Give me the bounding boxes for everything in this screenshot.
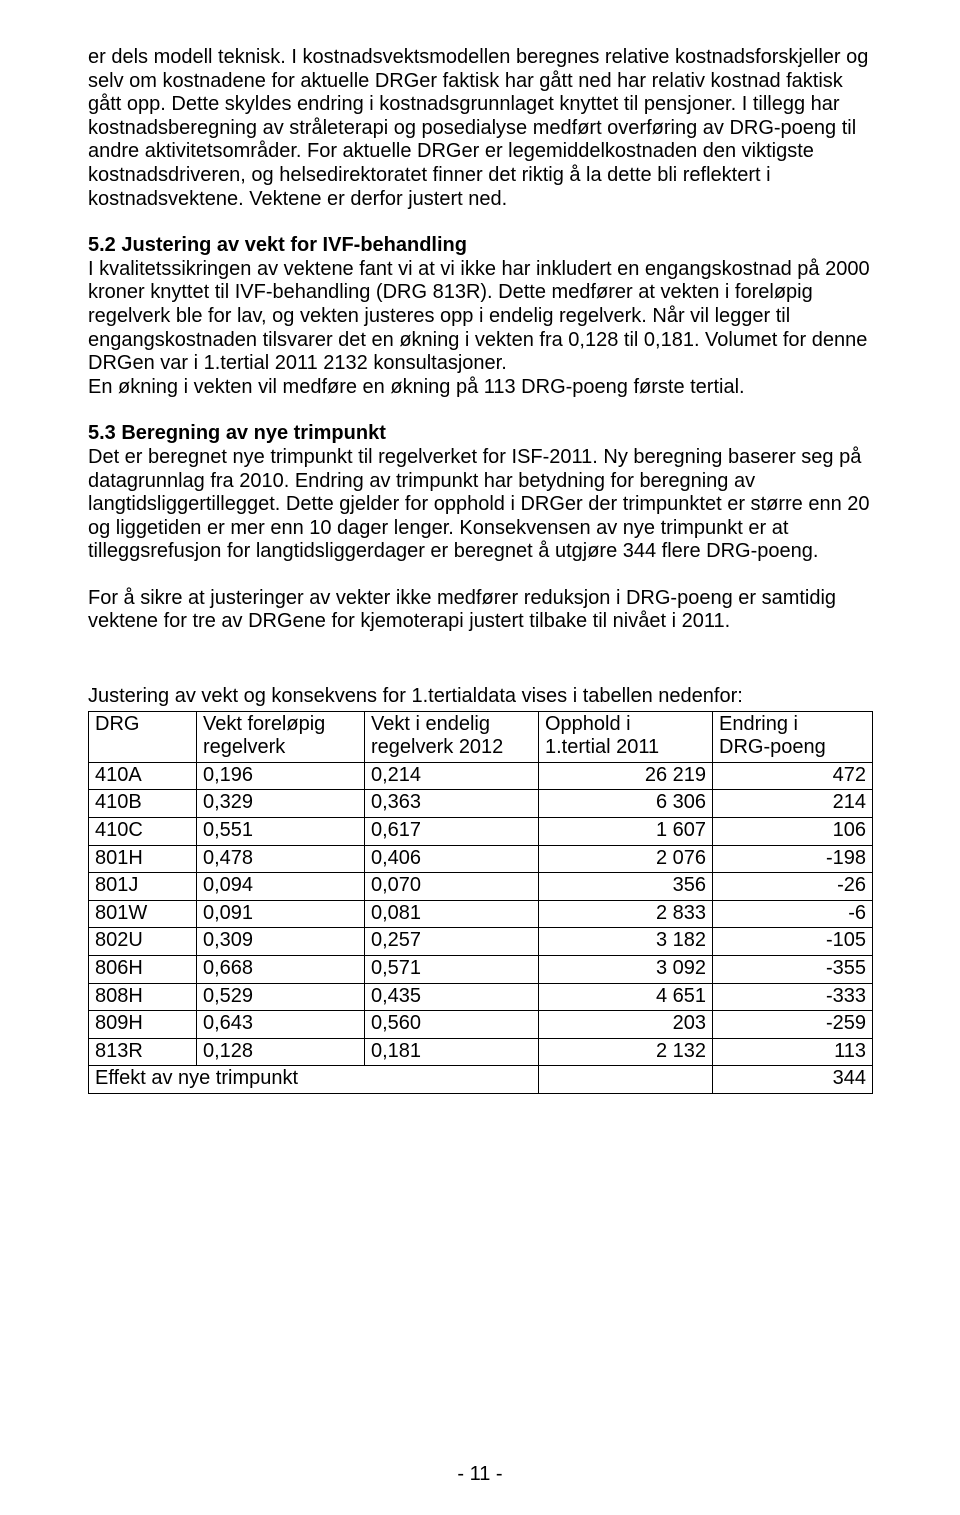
- cell-v1: 0,529: [197, 983, 365, 1011]
- th-vekt-forelopig: Vekt foreløpigregelverk: [197, 711, 365, 762]
- cell-foot-label: Effekt av nye trimpunkt: [89, 1066, 365, 1094]
- cell-drg: 801H: [89, 845, 197, 873]
- cell-v2: 0,435: [365, 983, 539, 1011]
- page-number: - 11 -: [0, 1463, 960, 1487]
- table-row: 809H0,6430,560203-259: [89, 1011, 873, 1039]
- text-5-2b: En økning i vekten vil medføre en økning…: [88, 376, 745, 398]
- cell-endring: 472: [713, 762, 873, 790]
- cell-opphold: 3 182: [539, 928, 713, 956]
- document-page: er dels modell teknisk. I kostnadsvektsm…: [0, 0, 960, 1515]
- table-row: 801W0,0910,0812 833-6: [89, 900, 873, 928]
- cell-v1: 0,128: [197, 1038, 365, 1066]
- cell-drg: 802U: [89, 928, 197, 956]
- spacer: [88, 657, 872, 685]
- cell-v1: 0,094: [197, 873, 365, 901]
- text-5-3: Det er beregnet nye trimpunkt til regelv…: [88, 446, 870, 562]
- cell-opphold: 1 607: [539, 818, 713, 846]
- cell-endring: -259: [713, 1011, 873, 1039]
- cell-opphold: 2 076: [539, 845, 713, 873]
- cell-drg: 410C: [89, 818, 197, 846]
- cell-opphold: 203: [539, 1011, 713, 1039]
- cell-drg: 410A: [89, 762, 197, 790]
- cell-v2: 0,363: [365, 790, 539, 818]
- table-footer-row: Effekt av nye trimpunkt 344: [89, 1066, 873, 1094]
- cell-foot-end: 344: [713, 1066, 873, 1094]
- cell-v2: 0,214: [365, 762, 539, 790]
- table-row: 813R0,1280,1812 132113: [89, 1038, 873, 1066]
- cell-drg: 813R: [89, 1038, 197, 1066]
- cell-v2: 0,406: [365, 845, 539, 873]
- text-5-2a: I kvalitetssikringen av vektene fant vi …: [88, 258, 870, 374]
- heading-5-3: 5.3 Beregning av nye trimpunkt: [88, 422, 872, 446]
- cell-drg: 801J: [89, 873, 197, 901]
- cell-v1: 0,643: [197, 1011, 365, 1039]
- cell-v1: 0,329: [197, 790, 365, 818]
- cell-endring: 106: [713, 818, 873, 846]
- cell-v2: 0,571: [365, 956, 539, 984]
- th-endring: Endring iDRG-poeng: [713, 711, 873, 762]
- table-row: 802U0,3090,2573 182-105: [89, 928, 873, 956]
- cell-v1: 0,091: [197, 900, 365, 928]
- cell-endring: -355: [713, 956, 873, 984]
- table-row: 801J0,0940,070356-26: [89, 873, 873, 901]
- th-opphold: Opphold i1.tertial 2011: [539, 711, 713, 762]
- cell-v2: 0,257: [365, 928, 539, 956]
- paragraph-ensure: For å sikre at justeringer av vekter ikk…: [88, 587, 872, 634]
- table-row: 410C0,5510,6171 607106: [89, 818, 873, 846]
- cell-endring: -105: [713, 928, 873, 956]
- cell-v2: 0,181: [365, 1038, 539, 1066]
- heading-5-2: 5.2 Justering av vekt for IVF-behandling: [88, 234, 872, 258]
- cell-opphold: 6 306: [539, 790, 713, 818]
- cell-drg: 806H: [89, 956, 197, 984]
- cell-v2: 0,070: [365, 873, 539, 901]
- cell-endring: -333: [713, 983, 873, 1011]
- paragraph-intro: er dels modell teknisk. I kostnadsvektsm…: [88, 46, 872, 211]
- cell-endring: 113: [713, 1038, 873, 1066]
- cell-drg: 801W: [89, 900, 197, 928]
- cell-endring: 214: [713, 790, 873, 818]
- table-body: 410A0,1960,21426 219472410B0,3290,3636 3…: [89, 762, 873, 1093]
- table-header-row: DRG Vekt foreløpigregelverk Vekt i endel…: [89, 711, 873, 762]
- table-row: 801H0,4780,4062 076-198: [89, 845, 873, 873]
- cell-opphold: 2 833: [539, 900, 713, 928]
- table-row: 806H0,6680,5713 092-355: [89, 956, 873, 984]
- cell-v2: 0,081: [365, 900, 539, 928]
- cell-opphold: 26 219: [539, 762, 713, 790]
- th-vekt-endelig: Vekt i endeligregelverk 2012: [365, 711, 539, 762]
- table-intro: Justering av vekt og konsekvens for 1.te…: [88, 685, 872, 709]
- cell-foot-empty2: [539, 1066, 713, 1094]
- cell-endring: -26: [713, 873, 873, 901]
- cell-endring: -6: [713, 900, 873, 928]
- cell-drg: 808H: [89, 983, 197, 1011]
- adjustment-table: DRG Vekt foreløpigregelverk Vekt i endel…: [88, 711, 873, 1094]
- table-row: 808H0,5290,4354 651-333: [89, 983, 873, 1011]
- cell-drg: 410B: [89, 790, 197, 818]
- cell-v2: 0,560: [365, 1011, 539, 1039]
- section-5-3: 5.3 Beregning av nye trimpunkt Det er be…: [88, 422, 872, 564]
- cell-opphold: 356: [539, 873, 713, 901]
- cell-v1: 0,668: [197, 956, 365, 984]
- cell-drg: 809H: [89, 1011, 197, 1039]
- cell-opphold: 2 132: [539, 1038, 713, 1066]
- cell-endring: -198: [713, 845, 873, 873]
- section-5-2: 5.2 Justering av vekt for IVF-behandling…: [88, 234, 872, 399]
- th-drg: DRG: [89, 711, 197, 762]
- cell-v1: 0,551: [197, 818, 365, 846]
- table-row: 410A0,1960,21426 219472: [89, 762, 873, 790]
- cell-v2: 0,617: [365, 818, 539, 846]
- table-row: 410B0,3290,3636 306214: [89, 790, 873, 818]
- cell-opphold: 4 651: [539, 983, 713, 1011]
- cell-v1: 0,478: [197, 845, 365, 873]
- cell-v1: 0,196: [197, 762, 365, 790]
- cell-v1: 0,309: [197, 928, 365, 956]
- cell-foot-empty1: [365, 1066, 539, 1094]
- cell-opphold: 3 092: [539, 956, 713, 984]
